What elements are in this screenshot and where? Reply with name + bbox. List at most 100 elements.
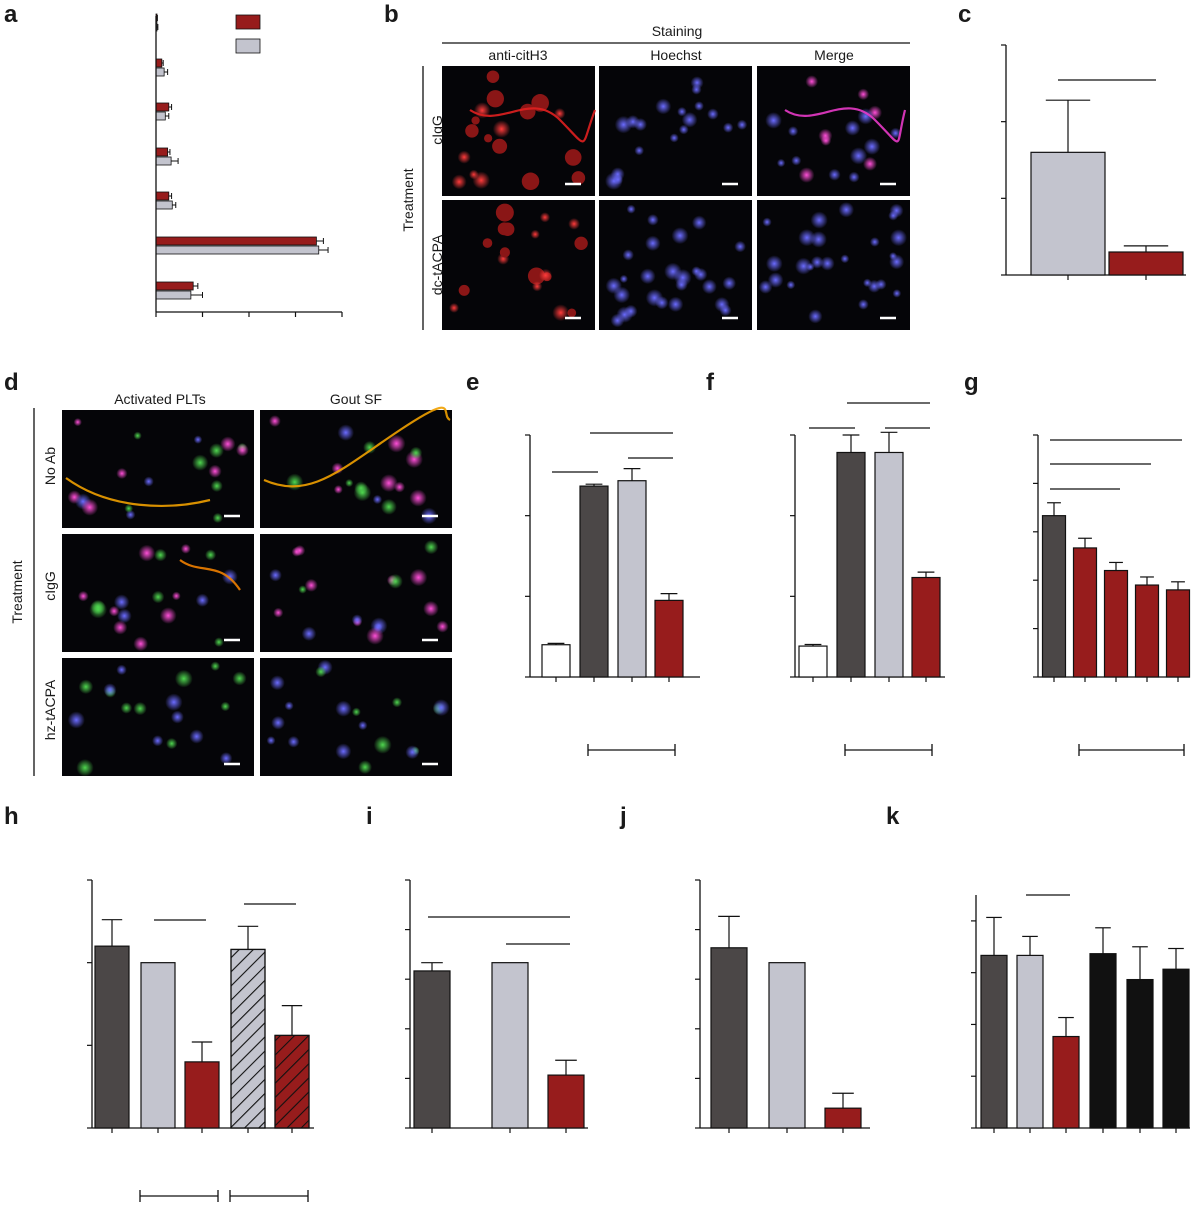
d-noab-plts-image-cell (192, 454, 209, 471)
b-tacpa-hoechst-image-cell (691, 215, 707, 230)
panel-label-d: d (4, 369, 19, 396)
panel-label-a: a (4, 1, 18, 28)
d-col-2: Gout SF (330, 391, 382, 407)
b-cigg-citH3-image-cell (531, 94, 549, 112)
e-bar (654, 599, 684, 678)
c-bar (1108, 251, 1184, 276)
chart-i (405, 879, 588, 1133)
d-noab-goutsf-image-cell (286, 473, 304, 491)
h-bar (184, 1061, 220, 1129)
d-noab-goutsf-image-cell (333, 485, 343, 494)
d-tacpa-goutsf-image-cell (284, 701, 294, 711)
b-tacpa-merge-image-cell (892, 289, 902, 298)
b-cigg-merge-image-cell (857, 108, 874, 125)
d-noab-goutsf-image-cell (387, 434, 406, 453)
a-bar-tacpa (155, 200, 173, 210)
b-cigg-merge-image-cell (787, 126, 799, 137)
d-cigg-goutsf-image-cell (269, 568, 282, 582)
row-label-cigg-b: cIgG (429, 115, 445, 145)
d-noab-plts-image (62, 410, 254, 528)
b-cigg-citH3-image-cell (521, 172, 540, 191)
d-noab-goutsf-image-cell (337, 424, 355, 441)
b-cigg-merge-image-cell (857, 88, 870, 101)
b-tacpa-citH3-image-cell (495, 203, 514, 222)
f-bar (874, 451, 904, 678)
f-bar (798, 645, 828, 678)
panel-label-c: c (958, 1, 971, 28)
chart-h (87, 879, 314, 1202)
b-cigg-citH3-image-cell (465, 124, 479, 138)
d-noab-goutsf-image-cell (380, 498, 397, 515)
d-cigg-goutsf-image-cell (301, 626, 317, 641)
d-tacpa-goutsf-image-cell (315, 666, 327, 678)
d-noab-goutsf-image-cell (268, 415, 281, 427)
panel-label-e: e (466, 369, 479, 396)
d-net-strand-2 (263, 406, 451, 488)
h-bar-hatch (274, 1034, 310, 1129)
d-tacpa-plts-image-cell (189, 729, 204, 744)
b-tacpa-citH3-image-cell (539, 212, 551, 223)
b-tacpa-hoechst-image-cell (645, 235, 661, 251)
b-cigg-merge-image-cell (848, 171, 860, 183)
d-noab-goutsf-image-cell (409, 489, 427, 507)
b-net-strand-merge (784, 107, 907, 143)
d-tacpa-goutsf-image (260, 658, 452, 776)
b-cigg-hoechst-image-cell (612, 174, 624, 185)
a-bar-tacpa (155, 156, 172, 166)
panel-label-b: b (384, 1, 399, 28)
a-bar-cigg (155, 102, 170, 112)
d-tacpa-plts-image-cell (120, 702, 133, 714)
staining-header: Staining (652, 23, 703, 39)
d-tacpa-plts-image (62, 658, 254, 777)
g-bar (1041, 515, 1067, 678)
b-tacpa-merge-image-cell (762, 217, 772, 227)
k-bar (1126, 978, 1154, 1129)
b-cigg-merge-image-cell (862, 156, 878, 171)
d-noab-plts-image-cell (124, 504, 134, 513)
e-bar (541, 644, 571, 678)
d-tacpa-plts-image-cell (78, 679, 94, 695)
d-net-strand-3 (179, 559, 241, 591)
b-tacpa-merge-image-cell (875, 278, 887, 290)
b-tacpa-citH3-image-cell (482, 238, 493, 248)
d-noab-goutsf-image-cell (353, 483, 372, 502)
d-tacpa-goutsf-image-cell (266, 736, 276, 745)
d-cigg-goutsf-image (260, 534, 452, 652)
chart-e (525, 432, 700, 756)
chart-j (695, 879, 870, 1133)
b-tacpa-hoechst-image-cell (691, 266, 702, 277)
k-bar (1016, 954, 1044, 1129)
b-cigg-citH3-image-cell (451, 174, 467, 190)
b-cigg-citH3-image-cell (484, 134, 493, 143)
b-tacpa-merge-image-cell (890, 229, 908, 247)
panel-label-i: i (366, 803, 373, 830)
b-cigg-citH3-image-cell (486, 90, 505, 108)
d-tacpa-goutsf-image-cell (432, 699, 450, 717)
b-tacpa-merge-image-cell (838, 201, 855, 218)
b-cigg-merge-image-cell (844, 120, 861, 136)
d-net-strand (65, 477, 211, 507)
chart-f (790, 402, 945, 756)
g-bar (1134, 584, 1160, 678)
d-tacpa-plts-image-cell (174, 669, 193, 688)
b-tacpa-hoechst-image-cell (626, 204, 636, 214)
b-tacpa-citH3-image-cell (499, 247, 510, 258)
h-bar (94, 945, 130, 1129)
d-cigg-goutsf-image-cell (304, 578, 318, 592)
b-cigg-hoechst-image-cell (677, 106, 687, 117)
b-cigg-hoechst-image (599, 66, 752, 196)
f-bar (911, 576, 941, 678)
b-tacpa-citH3-image-cell (552, 304, 570, 322)
treatment-label-d: Treatment (9, 560, 25, 623)
d-tacpa-goutsf-image-cell (373, 735, 392, 754)
b-cigg-hoechst-image-cell (722, 122, 734, 133)
panel-b-micrographs: Staining anti-citH3 Hoechst Merge Treatm… (400, 23, 910, 330)
b-cigg-merge-image-cell (890, 127, 902, 139)
b-tacpa-merge-image-cell (810, 211, 828, 229)
b-tacpa-merge-image-cell (765, 255, 783, 272)
b-tacpa-merge-image-cell (858, 299, 869, 310)
a-bar-tacpa (155, 290, 192, 300)
treatment-label-b: Treatment (400, 168, 416, 231)
a-bar-cigg (155, 281, 194, 291)
